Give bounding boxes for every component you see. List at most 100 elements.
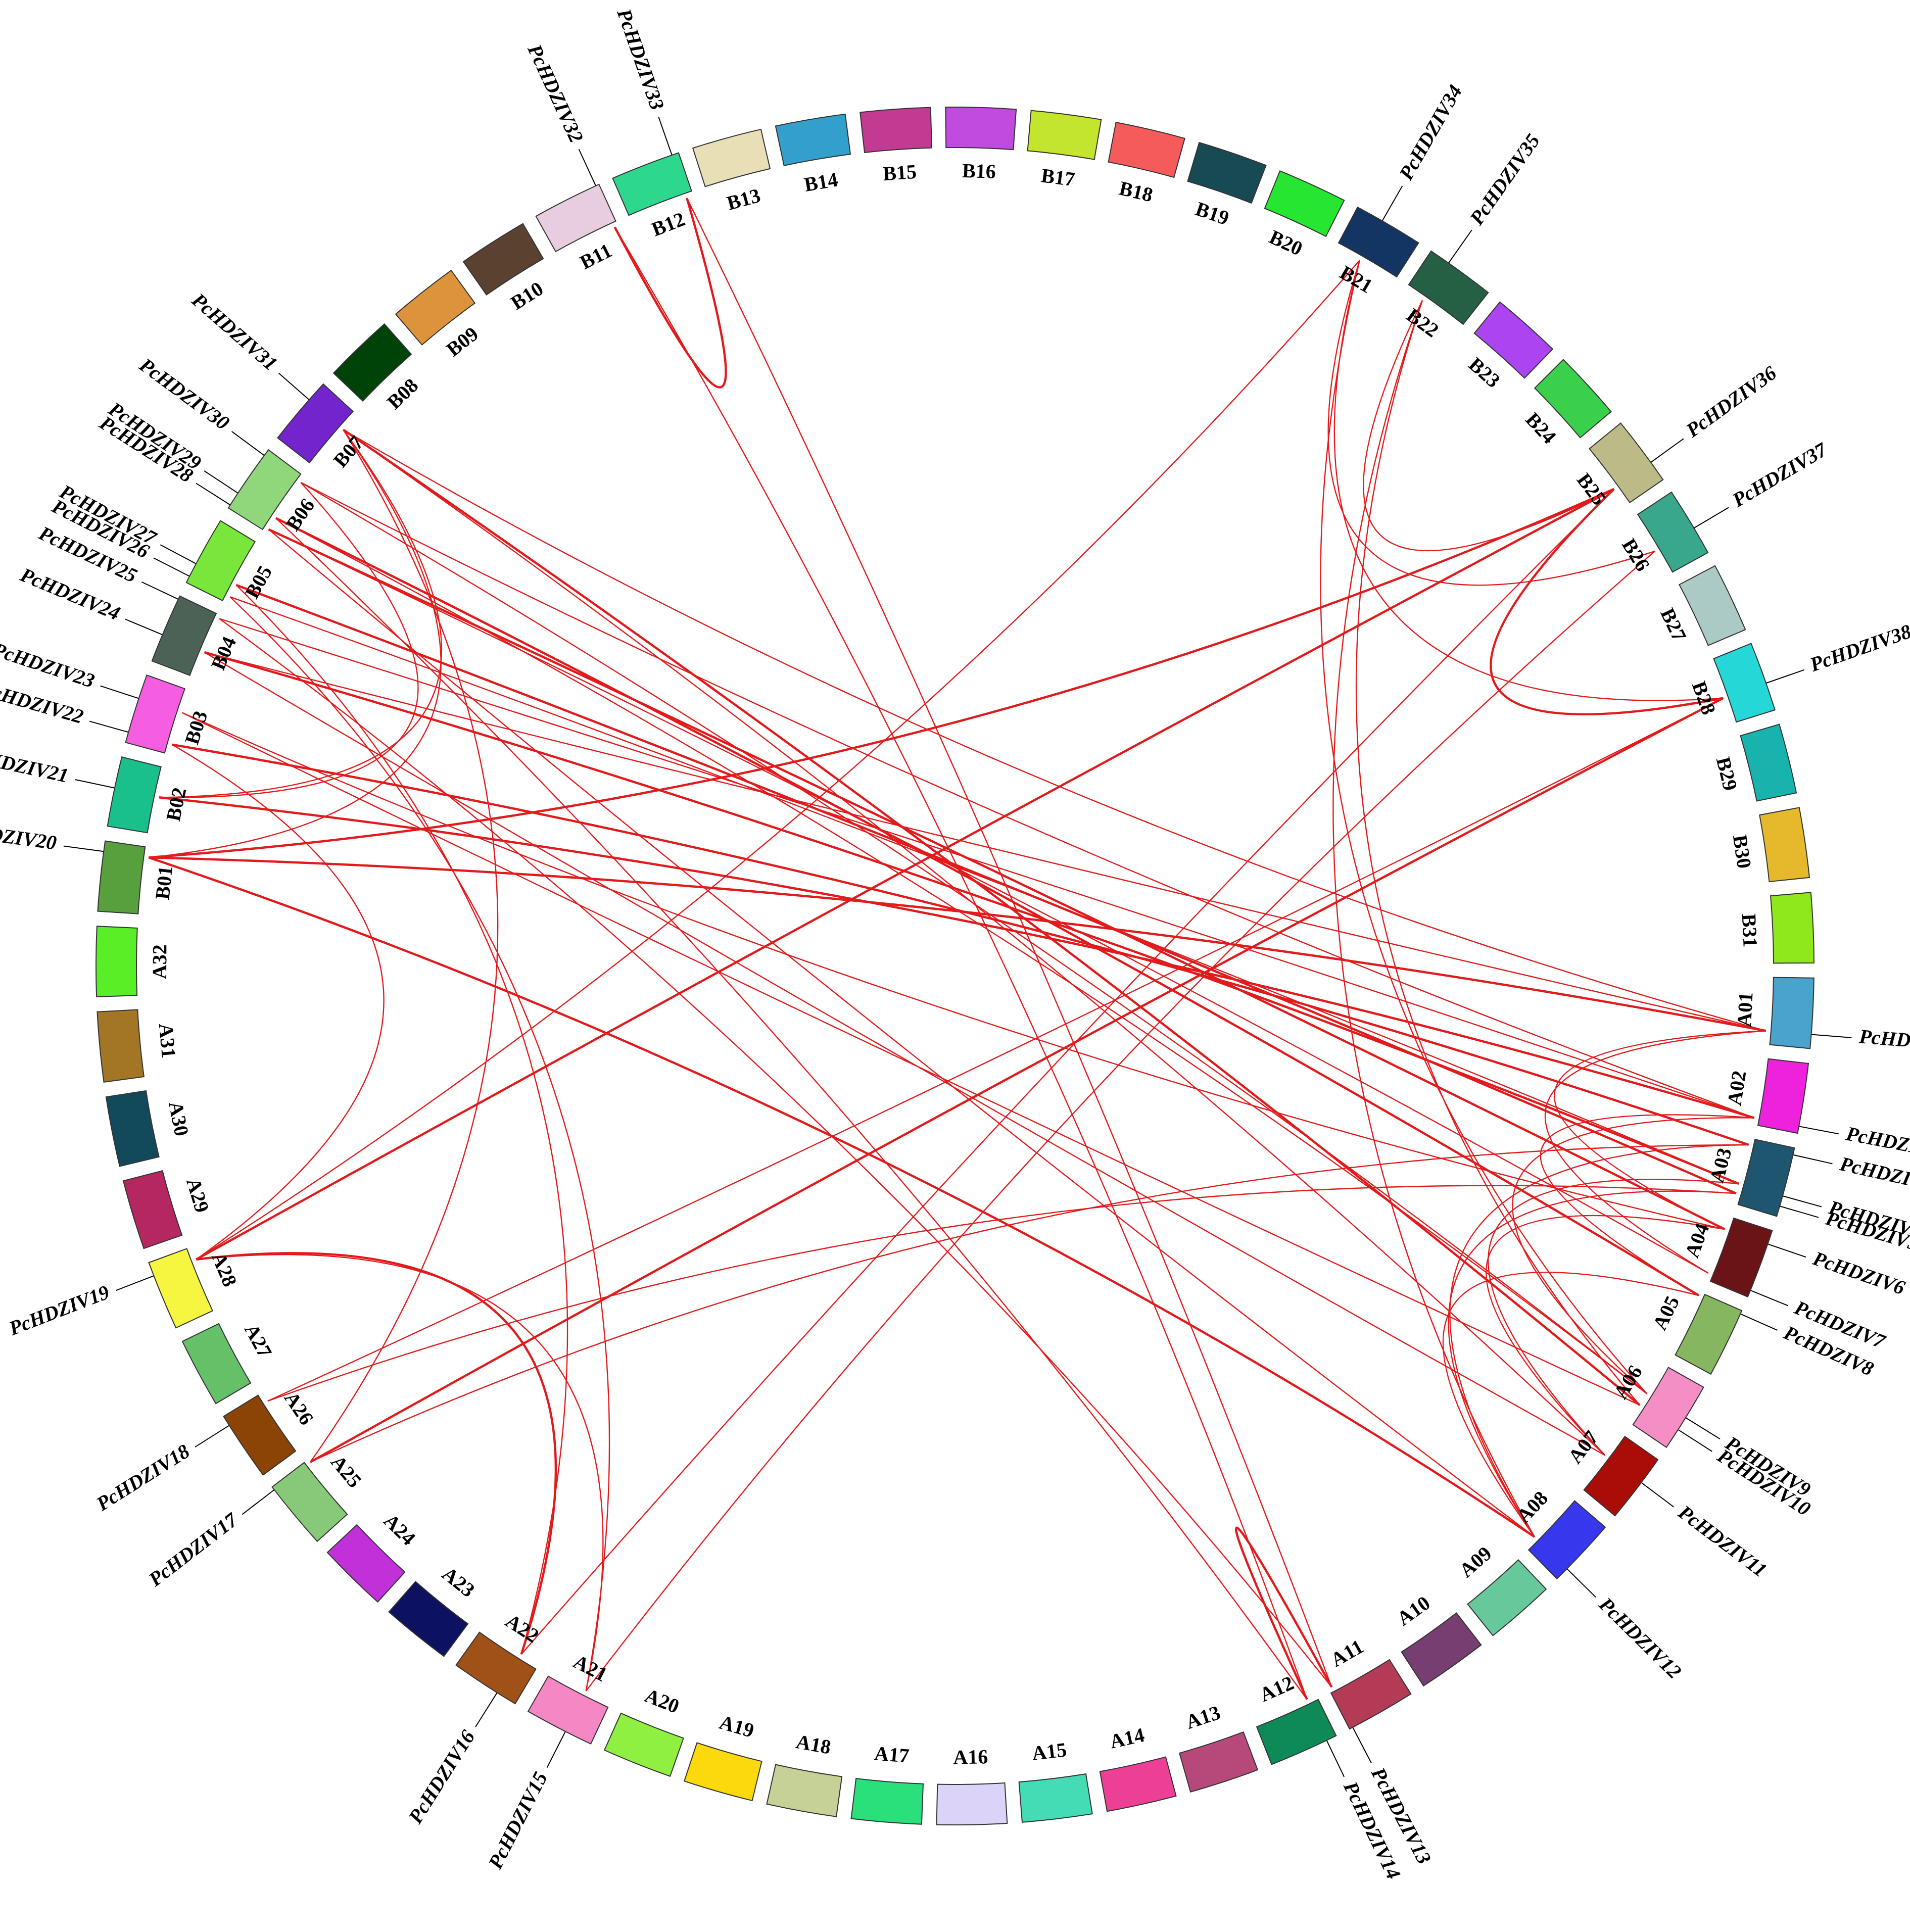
chromosome-label-a14: A14 — [1108, 1723, 1147, 1753]
chromosome-label-a19: A19 — [717, 1711, 757, 1742]
gene-label-pchdziv20: PcHDZIV20 — [0, 817, 58, 854]
chromosome-label-b17: B17 — [1040, 164, 1076, 190]
link-pchdziv7-pchdziv28 — [268, 528, 1709, 1274]
chromosome-label-b08: B08 — [383, 374, 422, 414]
gene-label-pchdziv38: PcHDZIV38 — [1806, 620, 1910, 677]
chromosome-b04 — [151, 595, 217, 677]
gene-leader-pchdziv23 — [100, 685, 139, 699]
link-pchdziv16-pchdziv19 — [196, 1252, 557, 1655]
chromosome-label-a22: A22 — [502, 1609, 543, 1647]
chromosome-a10 — [1401, 1612, 1482, 1687]
chromosome-label-b04: B04 — [207, 633, 241, 673]
chromosome-b24 — [1534, 359, 1612, 439]
chromosome-a16 — [936, 1782, 1008, 1825]
chromosome-a21 — [527, 1675, 609, 1745]
chromosome-b10 — [462, 223, 544, 296]
gene-label-pchdziv1: PcHDZIV1 — [1858, 1025, 1910, 1055]
link-pchdziv3-pchdziv22 — [172, 743, 1749, 1146]
link-pchdziv15-pchdziv26 — [229, 596, 610, 1692]
chromosome-a25 — [271, 1462, 348, 1542]
gene-leader-pchdziv36 — [1650, 438, 1684, 463]
gene-leader-pchdziv15 — [546, 1731, 566, 1768]
chromosome-a26 — [223, 1394, 297, 1476]
chromosome-label-b27: B27 — [1656, 605, 1691, 645]
link-pchdziv34-pchdziv38 — [1333, 260, 1724, 701]
chromosome-a01 — [1769, 977, 1815, 1049]
chromosome-a18 — [766, 1764, 843, 1817]
gene-label-pchdziv16: PcHDZIV16 — [404, 1726, 480, 1828]
chromosome-label-b16: B16 — [962, 159, 996, 183]
chromosome-label-b10: B10 — [507, 277, 547, 314]
chromosome-label-b02: B02 — [162, 786, 191, 823]
gene-leader-pchdziv26 — [153, 557, 190, 577]
link-pchdziv9-pchdziv30 — [300, 481, 1648, 1394]
gene-label-pchdziv11: PcHDZIV11 — [1674, 1501, 1771, 1582]
chromosome-a09 — [1467, 1559, 1547, 1636]
chromosome-a15 — [1018, 1773, 1093, 1823]
link-pchdziv18-pchdziv5 — [267, 1185, 1736, 1402]
chromosome-a12 — [1256, 1699, 1337, 1765]
gene-leader-pchdziv16 — [475, 1692, 498, 1727]
chromosome-label-a13: A13 — [1183, 1701, 1223, 1733]
link-pchdziv15-pchdziv19 — [196, 1253, 604, 1692]
chromosome-label-a20: A20 — [642, 1684, 683, 1718]
gene-leader-pchdziv3 — [1793, 1154, 1833, 1165]
chromosome-label-a10: A10 — [1393, 1591, 1434, 1630]
gene-leader-pchdziv18 — [195, 1425, 230, 1447]
chromosome-b29 — [1740, 723, 1797, 802]
gene-label-pchdziv3: PcHDZIV3 — [1837, 1152, 1910, 1195]
chromosome-b31 — [1770, 892, 1815, 964]
chromosome-a22 — [455, 1631, 537, 1705]
chromosome-b23 — [1473, 301, 1554, 379]
chromosome-label-a05: A05 — [1648, 1292, 1684, 1334]
gene-leader-pchdziv27 — [160, 544, 197, 564]
link-pchdziv14-pchdziv29 — [275, 517, 1308, 1700]
chromosome-label-a21: A21 — [569, 1650, 611, 1686]
link-pchdziv19-pchdziv22 — [172, 744, 385, 1260]
chromosome-label-b30: B30 — [1729, 833, 1756, 870]
chromosome-b17 — [1027, 110, 1102, 160]
gene-leader-pchdziv13 — [1352, 1727, 1372, 1764]
chromosome-b12 — [612, 152, 692, 216]
chromosome-b16 — [945, 107, 1017, 151]
link-pchdziv13-pchdziv33 — [686, 198, 1332, 1687]
chromosome-label-a30: A30 — [164, 1099, 193, 1138]
link-pchdziv2-pchdziv25 — [219, 618, 1755, 1119]
gene-leader-pchdziv1 — [1811, 1034, 1852, 1038]
gene-leader-pchdziv12 — [1566, 1568, 1596, 1598]
chromosome-b06 — [227, 449, 302, 530]
chromosome-b14 — [775, 113, 851, 166]
chromosome-label-a18: A18 — [794, 1730, 833, 1759]
chromosome-label-a16: A16 — [953, 1745, 988, 1768]
chromosome-b05 — [185, 520, 256, 602]
gene-leader-pchdziv28 — [196, 482, 231, 506]
link-pchdziv21-pchdziv31 — [159, 429, 442, 798]
link-pchdziv1-pchdziv6 — [1554, 1030, 1766, 1230]
chromosome-a23 — [388, 1580, 469, 1657]
link-pchdziv20-pchdziv31 — [149, 429, 442, 858]
chromosome-label-b26: B26 — [1617, 535, 1654, 575]
chromosome-b20 — [1264, 170, 1345, 237]
chromosome-b28 — [1713, 643, 1776, 723]
chromosome-a02 — [1757, 1058, 1809, 1134]
chromosome-label-b23: B23 — [1464, 353, 1505, 392]
chromosome-label-a15: A15 — [1031, 1738, 1068, 1765]
chromosome-label-a31: A31 — [155, 1022, 180, 1059]
link-pchdziv2-pchdziv30 — [300, 481, 1755, 1119]
link-pchdziv11-pchdziv24 — [204, 652, 1605, 1456]
gene-label-leaders — [63, 117, 1852, 1777]
chromosome-b18 — [1108, 121, 1185, 178]
chromosome-label-a09: A09 — [1455, 1542, 1496, 1582]
gene-leader-pchdziv14 — [1326, 1740, 1345, 1777]
gene-labels: PcHDZIV1PcHDZIV2PcHDZIV3PcHDZIV4PcHDZIV5… — [0, 5, 1910, 1882]
chromosome-b25 — [1589, 422, 1664, 504]
chromosome-ring — [96, 107, 1815, 1825]
gene-leader-pchdziv21 — [75, 779, 115, 789]
link-pchdziv17-pchdziv38 — [309, 697, 1724, 1463]
chromosome-b22 — [1408, 250, 1489, 325]
chromosome-a30 — [105, 1090, 160, 1167]
gene-leader-pchdziv20 — [63, 845, 104, 852]
link-pchdziv5-pchdziv27 — [235, 584, 1737, 1195]
chromosome-label-a02: A02 — [1723, 1069, 1750, 1107]
gene-leader-pchdziv11 — [1641, 1482, 1674, 1508]
